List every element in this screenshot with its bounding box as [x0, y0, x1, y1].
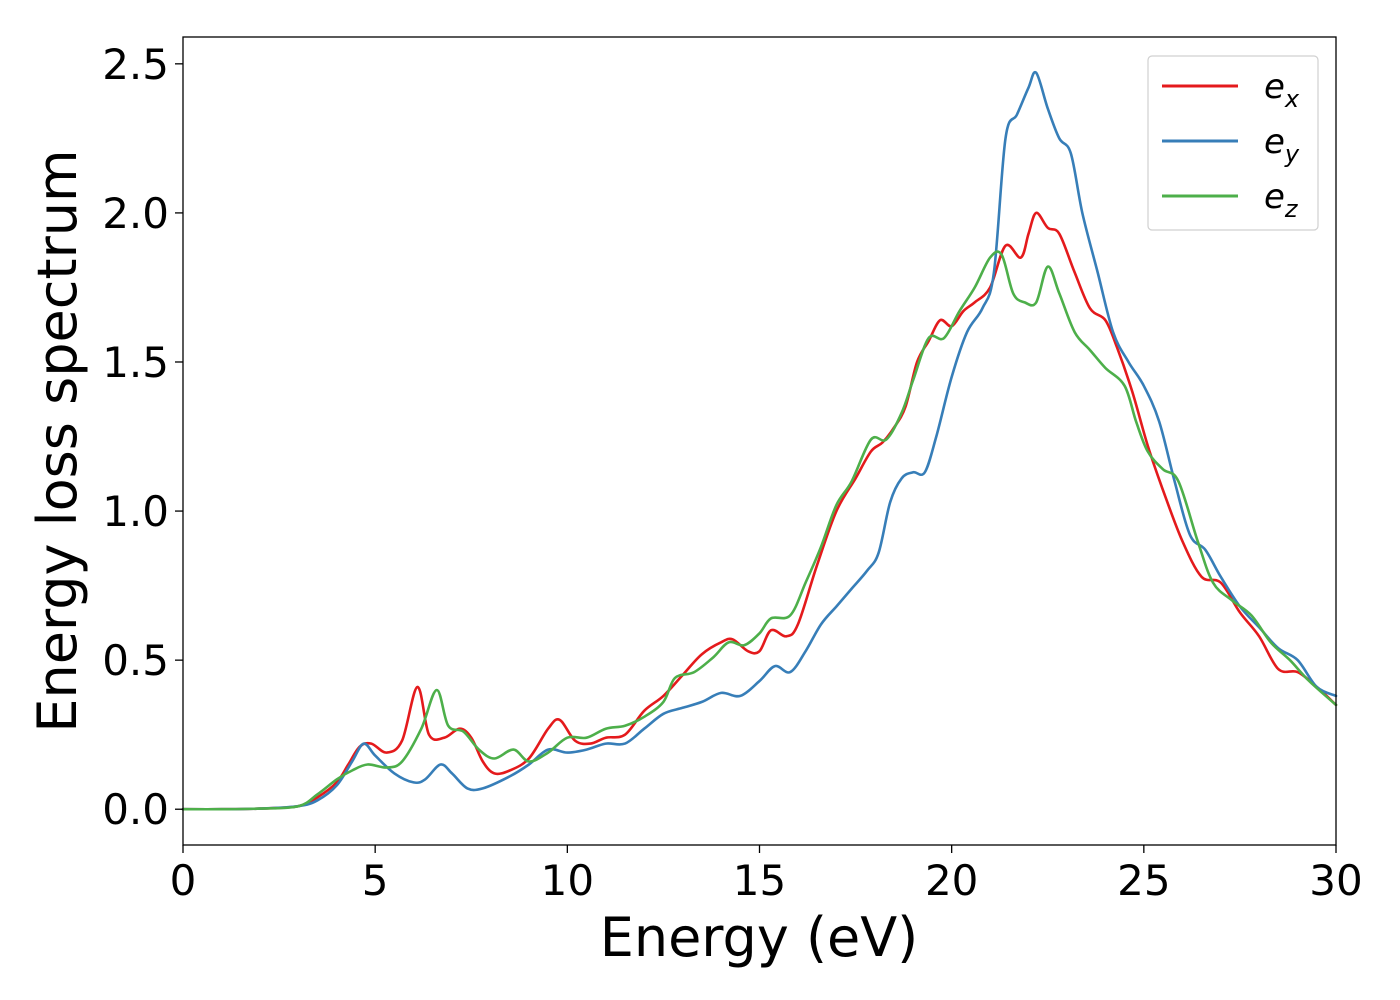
- x-axis-label: Energy (eV): [600, 906, 919, 969]
- series-line-ez: [181, 250, 1338, 811]
- plot-layer: [181, 70, 1338, 811]
- x-tick-label: 20: [925, 856, 978, 905]
- x-axis-ticks: 0 5 10 15 20 25 30: [170, 845, 1363, 905]
- y-axis-ticks: 0.0 0.5 1.0 1.5 2.0 2.5: [102, 40, 183, 834]
- y-tick-label: 0.5: [102, 636, 169, 685]
- legend: ex ey ez: [1147, 55, 1319, 231]
- legend-label-ex: ex: [1264, 67, 1300, 113]
- y-axis-label: Energy loss spectrum: [26, 149, 89, 732]
- x-tick-label: 5: [362, 856, 389, 905]
- series-line-ey: [181, 70, 1338, 811]
- x-tick-label: 0: [170, 856, 197, 905]
- y-tick-label: 0.0: [102, 785, 169, 834]
- legend-label-ey: ey: [1264, 122, 1300, 168]
- series-line-ex: [181, 211, 1338, 811]
- x-tick-label: 30: [1309, 856, 1362, 905]
- x-tick-label: 10: [541, 856, 594, 905]
- y-tick-label: 2.0: [102, 189, 169, 238]
- legend-label-ez: ez: [1264, 177, 1299, 223]
- x-tick-label: 15: [733, 856, 786, 905]
- x-tick-label: 25: [1117, 856, 1170, 905]
- legend-box: [1147, 55, 1319, 231]
- y-tick-label: 2.5: [102, 40, 169, 89]
- y-tick-label: 1.5: [102, 338, 169, 387]
- y-tick-label: 1.0: [102, 487, 169, 536]
